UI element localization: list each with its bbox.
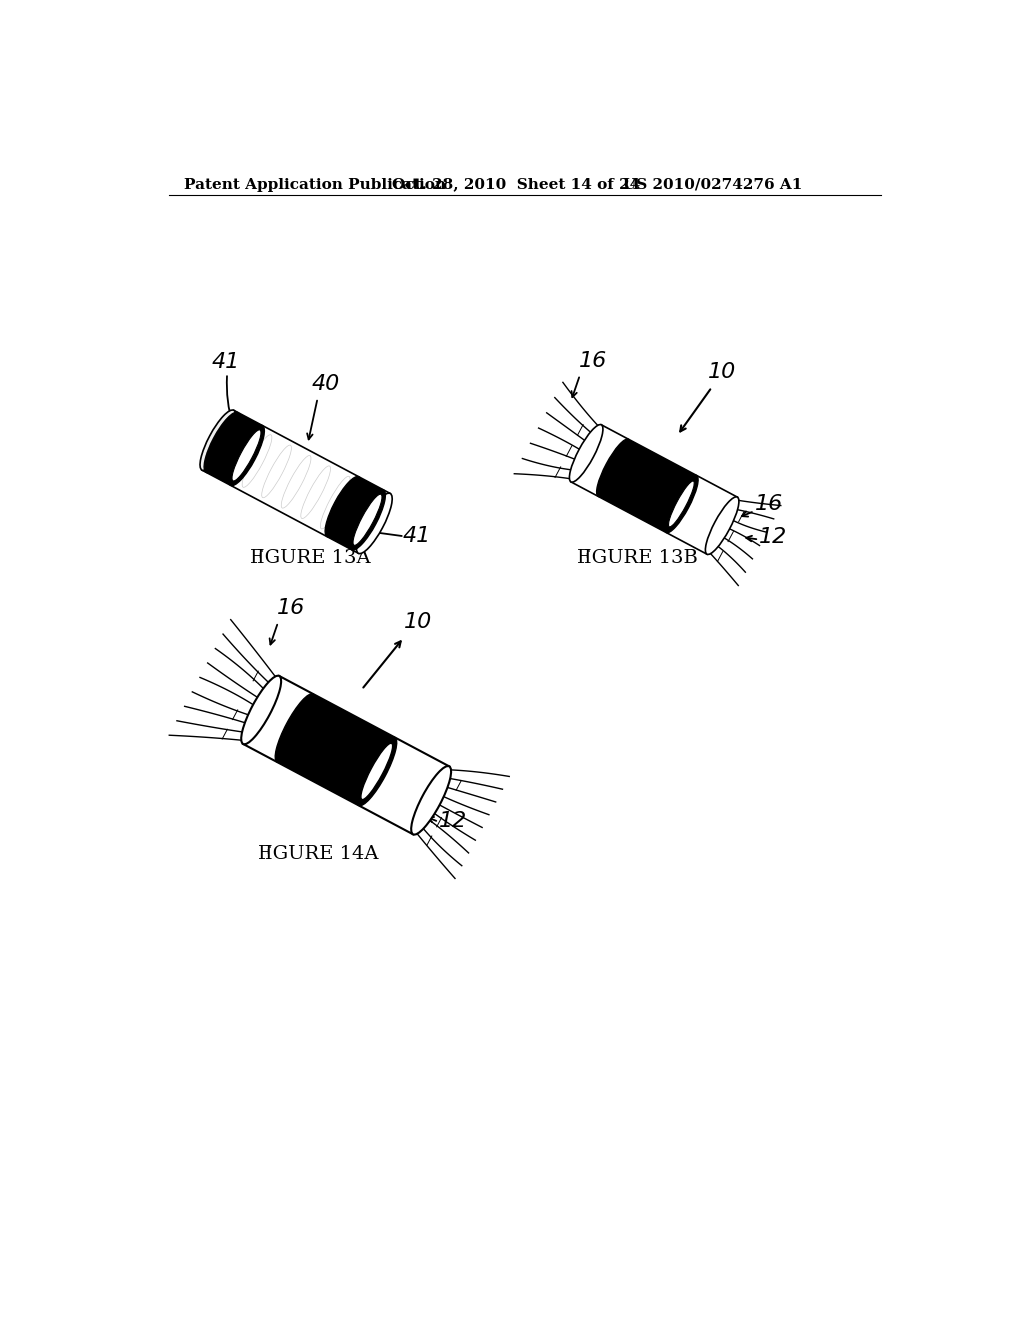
Polygon shape xyxy=(598,440,696,532)
Text: F: F xyxy=(258,845,271,863)
Polygon shape xyxy=(278,694,395,805)
Text: F: F xyxy=(578,549,591,566)
Text: 12: 12 xyxy=(439,812,467,832)
Ellipse shape xyxy=(356,494,392,553)
Text: Oct. 28, 2010  Sheet 14 of 24: Oct. 28, 2010 Sheet 14 of 24 xyxy=(392,178,641,191)
Ellipse shape xyxy=(597,440,630,496)
Text: 40: 40 xyxy=(311,374,340,395)
Ellipse shape xyxy=(706,496,739,554)
Ellipse shape xyxy=(228,425,264,486)
Text: 12: 12 xyxy=(759,527,787,546)
Text: 41: 41 xyxy=(403,525,431,545)
Text: IGURE 14A: IGURE 14A xyxy=(264,845,378,863)
Text: IGURE 13B: IGURE 13B xyxy=(584,549,698,566)
Ellipse shape xyxy=(353,494,382,545)
Text: Patent Application Publication: Patent Application Publication xyxy=(184,178,446,191)
Text: 41: 41 xyxy=(212,352,240,372)
Ellipse shape xyxy=(356,737,396,805)
Ellipse shape xyxy=(325,477,360,537)
Text: 16: 16 xyxy=(276,598,305,618)
Polygon shape xyxy=(202,411,390,553)
Text: 10: 10 xyxy=(403,612,432,632)
Ellipse shape xyxy=(669,480,694,527)
Polygon shape xyxy=(571,425,737,554)
Text: IGURE 13A: IGURE 13A xyxy=(257,549,371,566)
Text: F: F xyxy=(250,549,263,566)
Ellipse shape xyxy=(204,412,240,473)
Text: 10: 10 xyxy=(708,362,736,381)
Ellipse shape xyxy=(360,743,392,800)
Ellipse shape xyxy=(665,475,698,533)
Polygon shape xyxy=(243,676,450,834)
Ellipse shape xyxy=(349,490,385,550)
Text: 14: 14 xyxy=(313,722,348,750)
Ellipse shape xyxy=(205,417,230,463)
Text: 14: 14 xyxy=(632,461,664,486)
Ellipse shape xyxy=(200,411,236,470)
Text: 16: 16 xyxy=(579,351,607,371)
Ellipse shape xyxy=(242,676,282,744)
Text: 16: 16 xyxy=(755,494,782,515)
Ellipse shape xyxy=(412,766,452,834)
Text: US 2010/0274276 A1: US 2010/0274276 A1 xyxy=(624,178,803,191)
Ellipse shape xyxy=(232,430,261,480)
Polygon shape xyxy=(206,412,262,486)
Ellipse shape xyxy=(275,694,315,763)
Ellipse shape xyxy=(569,425,603,482)
Polygon shape xyxy=(327,477,383,549)
